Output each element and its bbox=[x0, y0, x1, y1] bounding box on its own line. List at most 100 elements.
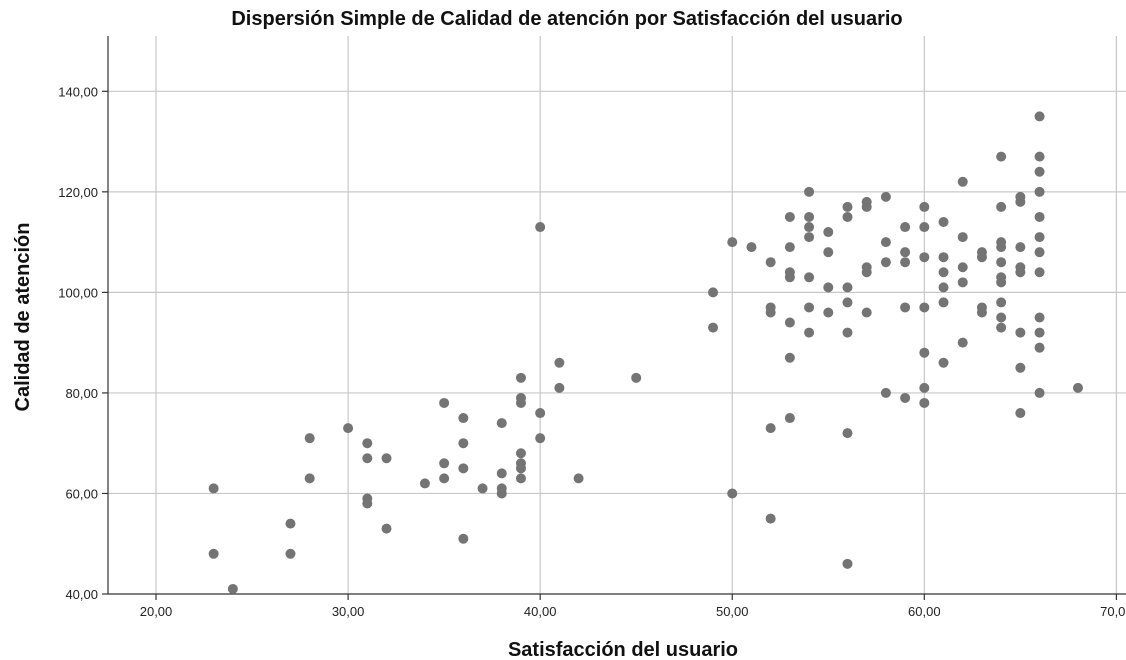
data-point bbox=[515, 473, 526, 484]
data-point bbox=[900, 247, 911, 258]
data-point bbox=[823, 282, 834, 293]
data-point bbox=[823, 247, 834, 258]
x-tick-label: 20,00 bbox=[140, 604, 173, 619]
data-point bbox=[515, 448, 526, 459]
data-point bbox=[919, 382, 930, 393]
data-point bbox=[1034, 267, 1045, 278]
data-point bbox=[343, 423, 354, 434]
data-point bbox=[919, 222, 930, 233]
data-point bbox=[708, 287, 719, 298]
data-point bbox=[1015, 408, 1026, 419]
data-point bbox=[784, 272, 795, 283]
data-point bbox=[554, 357, 565, 368]
data-point bbox=[477, 483, 488, 494]
data-point bbox=[439, 458, 450, 469]
data-point bbox=[900, 222, 911, 233]
data-point bbox=[1034, 211, 1045, 222]
data-point bbox=[784, 413, 795, 424]
data-point bbox=[362, 438, 373, 449]
y-tick-label: 140,00 bbox=[58, 84, 98, 99]
data-point bbox=[842, 297, 853, 308]
data-point bbox=[804, 302, 815, 313]
data-point bbox=[1034, 186, 1045, 197]
data-point bbox=[381, 453, 392, 464]
y-tick-label: 80,00 bbox=[65, 386, 98, 401]
data-point bbox=[381, 523, 392, 534]
x-axis-label: Satisfacción del usuario bbox=[508, 639, 738, 660]
data-point bbox=[976, 307, 987, 318]
data-point bbox=[1015, 327, 1026, 338]
data-point bbox=[938, 267, 949, 278]
data-point bbox=[208, 483, 219, 494]
data-point bbox=[765, 423, 776, 434]
data-point bbox=[957, 176, 968, 187]
data-point bbox=[285, 518, 296, 529]
data-point bbox=[880, 387, 891, 398]
data-point bbox=[285, 548, 296, 559]
data-point bbox=[515, 397, 526, 408]
data-point bbox=[746, 242, 757, 253]
data-point bbox=[439, 473, 450, 484]
x-tick-label: 40,00 bbox=[524, 604, 557, 619]
data-point bbox=[938, 252, 949, 263]
data-point bbox=[804, 211, 815, 222]
data-point bbox=[804, 272, 815, 283]
data-point bbox=[861, 201, 872, 212]
data-point bbox=[938, 297, 949, 308]
x-tick-label: 50,00 bbox=[716, 604, 749, 619]
data-point bbox=[804, 222, 815, 233]
data-point bbox=[708, 322, 719, 333]
data-point bbox=[1072, 382, 1083, 393]
data-point bbox=[976, 252, 987, 263]
data-point bbox=[842, 211, 853, 222]
data-point bbox=[784, 317, 795, 328]
data-point bbox=[535, 222, 546, 233]
data-point bbox=[842, 428, 853, 439]
data-point bbox=[515, 463, 526, 474]
data-point bbox=[765, 513, 776, 524]
chart-title: Dispersión Simple de Calidad de atención… bbox=[231, 8, 902, 30]
data-point bbox=[784, 242, 795, 253]
data-point bbox=[554, 382, 565, 393]
data-points bbox=[208, 111, 1083, 594]
y-tick-label: 40,00 bbox=[65, 587, 98, 602]
grid-layer bbox=[108, 36, 1126, 594]
data-point bbox=[496, 418, 507, 429]
data-point bbox=[458, 533, 469, 544]
data-point bbox=[938, 357, 949, 368]
data-point bbox=[362, 453, 373, 464]
data-point bbox=[1034, 387, 1045, 398]
data-point bbox=[1015, 242, 1026, 253]
axis-layer bbox=[102, 36, 1126, 600]
data-point bbox=[1034, 111, 1045, 122]
data-point bbox=[1015, 362, 1026, 373]
data-point bbox=[823, 227, 834, 238]
data-point bbox=[842, 558, 853, 569]
data-point bbox=[227, 583, 238, 594]
data-point bbox=[900, 392, 911, 403]
data-point bbox=[1034, 312, 1045, 323]
data-point bbox=[957, 277, 968, 288]
data-point bbox=[573, 473, 584, 484]
data-point bbox=[458, 438, 469, 449]
y-axis-label: Calidad de atención bbox=[12, 223, 34, 412]
data-point bbox=[957, 232, 968, 243]
data-point bbox=[996, 242, 1007, 253]
data-point bbox=[938, 217, 949, 227]
x-tick-label: 70,00 bbox=[1100, 604, 1126, 619]
data-point bbox=[938, 282, 949, 293]
data-point bbox=[304, 433, 315, 444]
data-point bbox=[996, 297, 1007, 308]
data-point bbox=[919, 347, 930, 358]
data-point bbox=[419, 478, 430, 489]
data-point bbox=[631, 372, 642, 383]
data-point bbox=[1034, 151, 1045, 162]
data-point bbox=[957, 262, 968, 273]
data-point bbox=[880, 191, 891, 202]
data-point bbox=[535, 408, 546, 419]
data-point bbox=[458, 463, 469, 474]
data-point bbox=[784, 211, 795, 222]
data-point bbox=[861, 307, 872, 318]
